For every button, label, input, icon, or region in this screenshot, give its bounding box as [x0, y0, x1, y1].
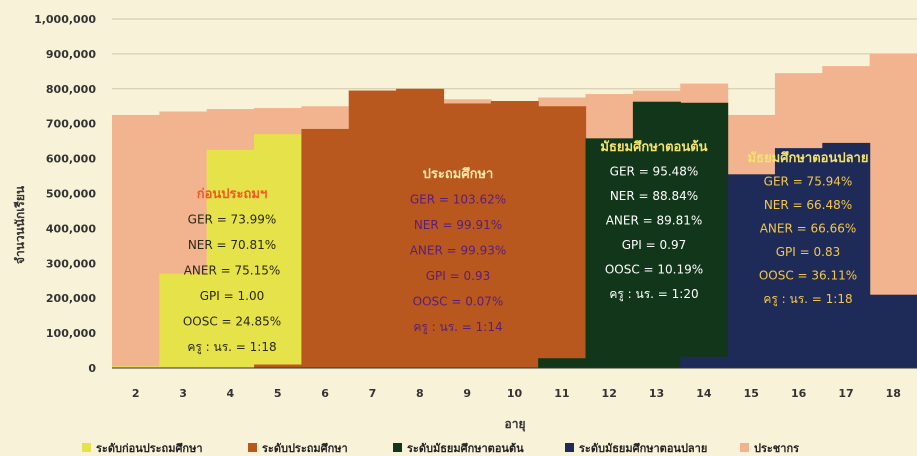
bar-ระดับมัธยมศึกษาตอนปลาย-14	[680, 356, 729, 368]
x-tick-label: 13	[649, 387, 664, 400]
annotation-line: GER = 95.48%	[610, 165, 699, 179]
bar-ระดับมัธยมศึกษาตอนปลาย-17	[822, 142, 871, 368]
bar-ระดับมัธยมศึกษาตอนปลาย-15	[727, 174, 776, 368]
annotation-line: GPI = 1.00	[200, 289, 264, 303]
legend-label: ระดับมัธยมศึกษาตอนปลาย	[579, 442, 707, 455]
annotation-line: ANER = 99.93%	[410, 244, 507, 258]
annotation-line: OOSC = 10.19%	[605, 263, 703, 277]
annotation-line: ANER = 75.15%	[184, 264, 281, 278]
bar-ระดับมัธยมศึกษาตอนต้น-14	[680, 102, 729, 368]
y-tick-label: 500,000	[46, 188, 96, 201]
legend-swatch	[740, 443, 749, 452]
bar-ระดับก่อนประถมศึกษา-4	[206, 149, 255, 368]
bar-ระดับมัธยมศึกษาตอนต้น-13	[632, 101, 681, 368]
annotation-line: ครู : นร. = 1:18	[763, 292, 852, 307]
bar-ระดับประถมศึกษา-6	[301, 128, 350, 368]
annotation-line: GER = 73.99%	[188, 213, 277, 227]
bar-ระดับมัธยมศึกษาตอนปลาย-16	[774, 148, 823, 368]
y-axis-title: จำนวนนักเรียน	[13, 185, 27, 264]
annotation-line: NER = 66.48%	[764, 198, 852, 212]
annotation-line: NER = 88.84%	[610, 189, 698, 203]
y-tick-label: 900,000	[46, 48, 96, 61]
x-axis-title: อายุ	[505, 417, 526, 432]
annotation-1: ก่อนประถมฯ GER = 73.99% NER = 70.81% ANER =…	[183, 187, 281, 355]
y-tick-label: 0	[88, 362, 96, 375]
y-tick-label: 300,000	[46, 257, 96, 270]
annotation-title: มัธยมศึกษาตอนต้น	[600, 139, 707, 155]
annotation-line: ครู : นร. = 1:18	[187, 340, 276, 355]
x-tick-label: 12	[602, 387, 617, 400]
bar-ระดับมัธยมศึกษาตอนต้น-12	[585, 138, 634, 368]
x-tick-label: 15	[744, 387, 759, 400]
bar-ระดับก่อนประถมศึกษา-2	[112, 366, 160, 368]
annotation-line: GER = 103.62%	[410, 193, 506, 207]
x-tick-label: 2	[132, 387, 140, 400]
annotation-line: ครู : นร. = 1:14	[413, 320, 502, 335]
legend-label: ระดับมัธยมศึกษาตอนต้น	[407, 442, 524, 455]
annotation-line: NER = 70.81%	[188, 238, 276, 252]
legend-label: ระดับก่อนประถมศึกษา	[96, 442, 203, 455]
y-tick-label: 700,000	[46, 118, 96, 131]
x-tick-label: 9	[463, 387, 471, 400]
x-tick-label: 17	[838, 387, 853, 400]
annotation-line: ANER = 66.66%	[760, 222, 857, 236]
y-tick-label: 200,000	[46, 292, 96, 305]
y-tick-label: 1,000,000	[34, 13, 96, 26]
x-tick-label: 3	[179, 387, 187, 400]
annotation-2: ประถมศึกษา GER = 103.62% NER = 99.91% ANER …	[410, 166, 507, 335]
annotation-line: OOSC = 24.85%	[183, 315, 281, 329]
bar-ระดับประถมศึกษา-5	[254, 364, 303, 368]
annotation-title: ก่อนประถมฯ	[197, 187, 268, 202]
annotation-line: GPI = 0.83	[776, 245, 840, 259]
annotation-line: OOSC = 0.07%	[413, 295, 504, 309]
x-tick-label: 10	[507, 387, 523, 400]
bar-ระดับประถมศึกษา-11	[538, 106, 587, 368]
annotation-line: ANER = 89.81%	[606, 214, 703, 228]
annotation-4: มัธยมศึกษาตอนปลาย GER = 75.94% NER = 66.48…	[748, 150, 869, 307]
y-tick-label: 100,000	[46, 327, 96, 340]
x-tick-label: 16	[791, 387, 807, 400]
x-tick-label: 11	[554, 387, 569, 400]
x-tick-label: 7	[369, 387, 377, 400]
legend-label: ประชากร	[754, 442, 799, 455]
annotation-title: มัธยมศึกษาตอนปลาย	[748, 150, 869, 166]
x-tick-label: 8	[416, 387, 424, 400]
bar-ระดับประถมศึกษา-10	[490, 101, 539, 368]
legend-swatch	[565, 443, 574, 452]
annotation-line: NER = 99.91%	[414, 218, 502, 232]
legend-swatch	[393, 443, 402, 452]
bar-ระดับประถมศึกษา-8	[396, 88, 445, 369]
x-tick-label: 4	[227, 387, 235, 400]
bar-ระดับมัธยมศึกษาตอนปลาย-18	[869, 294, 917, 368]
bar-ระดับประถมศึกษา-9	[443, 103, 492, 368]
annotation-3: มัธยมศึกษาตอนต้น GER = 95.48% NER = 88.84%…	[600, 139, 707, 302]
y-tick-label: 400,000	[46, 222, 96, 235]
annotation-title: ประถมศึกษา	[423, 166, 494, 182]
annotation-line: GPI = 0.97	[622, 238, 686, 252]
bar-ระดับประถมศึกษา-7	[348, 90, 397, 369]
bar-ประชากร-2	[112, 114, 160, 368]
y-tick-label: 600,000	[46, 153, 96, 166]
y-tick-label: 800,000	[46, 83, 96, 96]
annotation-line: GPI = 0.93	[426, 269, 490, 283]
annotation-line: GER = 75.94%	[764, 175, 853, 189]
x-tick-label: 14	[696, 387, 712, 400]
x-tick-label: 6	[321, 387, 329, 400]
legend-label: ระดับประถมศึกษา	[262, 442, 348, 455]
x-tick-label: 18	[886, 387, 901, 400]
bar-ระดับก่อนประถมศึกษา-5	[254, 134, 303, 368]
bar-ระดับมัธยมศึกษาตอนต้น-11	[538, 358, 587, 368]
bar-ระดับก่อนประถมศึกษา-3	[159, 273, 208, 368]
annotation-line: OOSC = 36.11%	[759, 269, 857, 283]
legend-swatch	[82, 443, 91, 452]
legend-swatch	[248, 443, 257, 452]
x-tick-label: 5	[274, 387, 282, 400]
annotation-line: ครู : นร. = 1:20	[609, 287, 698, 302]
